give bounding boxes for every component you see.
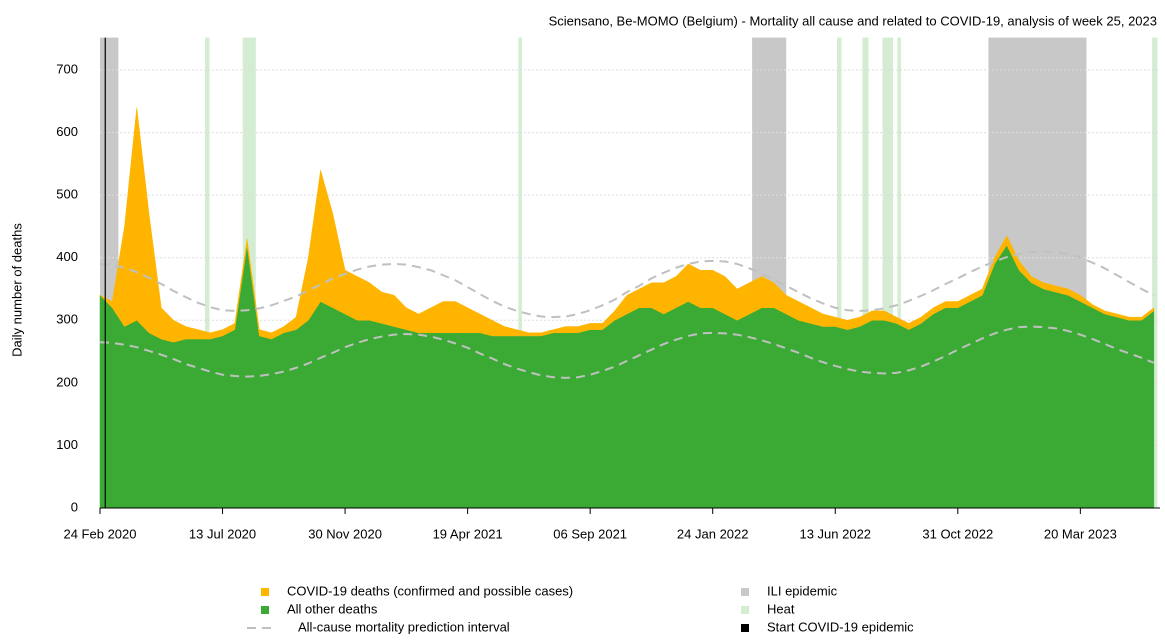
heat-band xyxy=(1152,37,1158,508)
x-tick-label: 30 Nov 2020 xyxy=(308,526,382,541)
x-tick-label: 06 Sep 2021 xyxy=(553,526,627,541)
heat-band xyxy=(897,37,901,508)
prediction-line xyxy=(99,250,1155,319)
heat-band xyxy=(205,37,210,508)
legend-label: Heat xyxy=(767,601,795,616)
legend-swatch xyxy=(261,588,269,596)
heat-band xyxy=(518,37,522,508)
x-tick-label: 24 Feb 2020 xyxy=(63,526,136,541)
x-tick-label: 13 Jun 2022 xyxy=(799,526,871,541)
heat-band xyxy=(882,37,894,508)
y-tick-label: 700 xyxy=(56,61,78,76)
x-tick-label: 31 Oct 2022 xyxy=(922,526,993,541)
heat-band xyxy=(837,37,842,508)
y-tick-label: 0 xyxy=(71,499,78,514)
x-tick-label: 13 Jul 2020 xyxy=(189,526,256,541)
y-tick-label: 100 xyxy=(56,437,78,452)
y-tick-label: 600 xyxy=(56,124,78,139)
x-tick-label: 20 Mar 2023 xyxy=(1044,526,1117,541)
y-tick-label: 500 xyxy=(56,187,78,202)
legend-label: Start COVID-19 epidemic xyxy=(767,619,914,634)
prediction-line xyxy=(99,325,1155,379)
legend-label: All other deaths xyxy=(287,601,378,616)
legend-label: ILI epidemic xyxy=(767,583,838,598)
y-tick-label: 400 xyxy=(56,249,78,264)
x-tick-label: 19 Apr 2021 xyxy=(433,526,503,541)
chart-title: Sciensano, Be-MOMO (Belgium) - Mortality… xyxy=(549,13,1157,28)
y-tick-label: 300 xyxy=(56,312,78,327)
y-tick-label: 200 xyxy=(56,374,78,389)
legend-swatch xyxy=(261,606,269,614)
area xyxy=(99,244,1155,509)
area xyxy=(99,107,1155,343)
heat-band xyxy=(862,37,869,508)
y-axis-label: Daily number of deaths xyxy=(9,223,24,357)
x-tick-label: 24 Jan 2022 xyxy=(677,526,749,541)
legend-swatch xyxy=(741,624,749,632)
legend-label: All-cause mortality prediction interval xyxy=(298,619,510,634)
legend-swatch xyxy=(741,606,749,614)
legend-swatch xyxy=(741,588,749,596)
legend-label: COVID-19 deaths (confirmed and possible … xyxy=(287,583,573,598)
